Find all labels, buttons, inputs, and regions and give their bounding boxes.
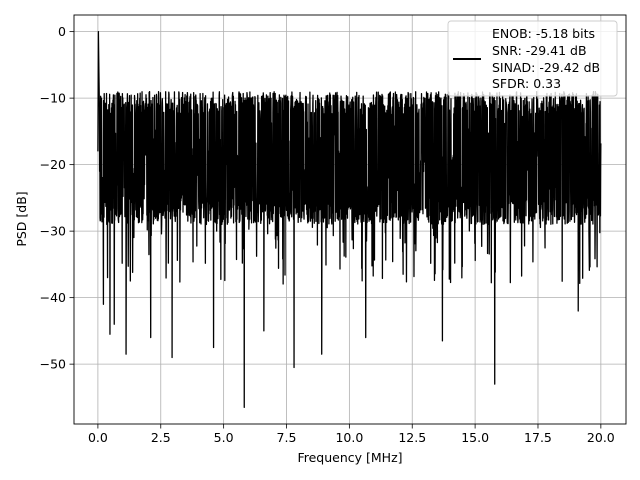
x-tick-label: 7.5 — [277, 430, 297, 445]
legend-box — [447, 20, 618, 97]
y-axis-label: PSD [dB] — [14, 191, 29, 246]
x-tick-label: 2.5 — [151, 430, 171, 445]
axis-tick-labels: 0.0 2.5 5.0 7.5 10.0 12.5 15.0 17.5 20.0 0 −10 −20 −… — [40, 24, 615, 445]
y-tick-label: −50 — [40, 357, 66, 372]
psd-series-line — [97, 30, 602, 409]
y-tick-label: −10 — [40, 91, 66, 106]
x-tick-label: 10.0 — [335, 430, 363, 445]
x-tick-label: 0.0 — [88, 430, 108, 445]
x-tick-label: 20.0 — [587, 430, 615, 445]
legend: ENOB: -5.18 bits SNR: -29.41 dB SINAD: -… — [447, 20, 618, 97]
legend-line-sinad: SINAD: -29.42 dB — [492, 60, 600, 75]
legend-line-enob: ENOB: -5.18 bits — [492, 26, 595, 41]
legend-line-snr: SNR: -29.41 dB — [492, 43, 587, 58]
series-group — [97, 30, 602, 409]
y-tick-label: −30 — [40, 224, 66, 239]
plot-frame — [73, 14, 627, 425]
axis-ticks — [69, 31, 602, 429]
y-tick-label: −40 — [40, 290, 66, 305]
x-tick-label: 5.0 — [214, 430, 234, 445]
legend-line-sfdr: SFDR: 0.33 — [492, 76, 561, 91]
x-tick-label: 17.5 — [524, 430, 552, 445]
x-axis-label: Frequency [MHz] — [297, 450, 402, 465]
y-tick-label: −20 — [40, 157, 66, 172]
x-tick-label: 12.5 — [398, 430, 426, 445]
y-tick-label: 0 — [58, 24, 66, 39]
x-tick-label: 15.0 — [461, 430, 489, 445]
